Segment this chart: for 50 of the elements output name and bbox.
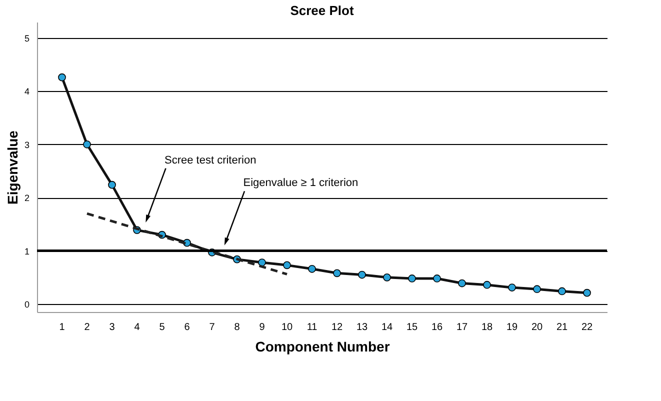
x-tick-label: 19 [506,322,518,333]
point [408,274,416,282]
point [583,288,591,297]
y-tick-label: 3 [24,140,30,150]
point [283,261,291,270]
x-axis-title: Component Number [255,338,390,354]
y-axis-title: Eigenvalue [4,130,20,204]
x-tick-label: 4 [134,322,140,333]
point [458,279,466,288]
x-tick-label: 6 [184,322,190,333]
x-tick-label: 3 [109,322,116,333]
y-tick-label: 1 [24,246,30,256]
x-tick-label: 11 [306,322,318,333]
annotation: Eigenvalue ≥ 1 criterion [243,177,358,190]
point [333,269,341,278]
x-tick-label: 8 [234,322,240,333]
point [508,284,516,292]
x-tick-label: 9 [259,322,266,333]
y-tick-label: 5 [24,33,30,44]
x-tick-label: 20 [531,322,543,333]
point [433,274,441,282]
x-tick-label: 15 [406,322,418,333]
point [358,270,366,279]
x-tick-label: 18 [481,322,493,333]
x-tick-label: 10 [281,322,293,333]
x-tick-label: 21 [556,322,568,333]
x-tick-label: 17 [456,322,468,333]
y-tick-label: 2 [24,193,30,204]
x-tick-label: 22 [581,322,593,333]
point [308,264,316,273]
x-tick-label: 2 [84,322,90,333]
point [258,258,266,266]
point [383,273,391,282]
x-tick-label: 5 [159,322,166,333]
x-tick-label: 16 [431,322,443,333]
point [558,287,566,296]
annotation: Scree test criterion [164,154,256,166]
x-tick-label: 1 [59,322,66,333]
chart-title: Scree Plot [290,3,354,18]
point [108,180,116,189]
point [483,280,491,289]
y-tick-label: 4 [24,86,30,97]
x-tick-label: 12 [331,322,343,333]
point [58,73,66,82]
point [533,285,541,294]
x-tick-label: 7 [209,322,216,333]
x-tick-label: 13 [356,322,368,333]
point [83,140,91,148]
y-tick-label: 0 [24,300,30,310]
x-tick-label: 14 [381,322,393,333]
